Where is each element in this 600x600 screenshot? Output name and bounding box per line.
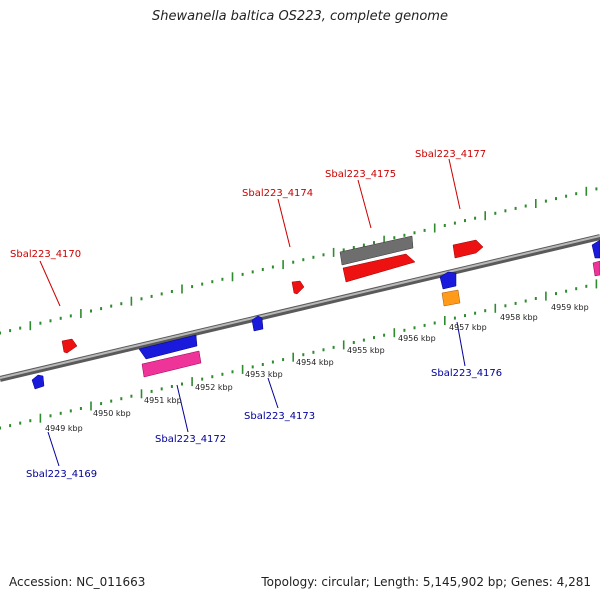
- leader-line-4173: [267, 377, 279, 409]
- genome-title: Shewanella baltica OS223, complete genom…: [152, 9, 448, 24]
- gene-label-sbal223-4176: Sbal223_4176: [431, 368, 502, 379]
- gene-label-sbal223-4175: Sbal223_4175: [325, 169, 396, 180]
- gene-label-sbal223-4172: Sbal223_4172: [155, 434, 226, 445]
- gene-feature-sbal223-4177[interactable]: [452, 239, 484, 259]
- ruler-top: [0, 186, 598, 335]
- gene-label-sbal223-4174: Sbal223_4174: [242, 188, 313, 199]
- gene-label-sbal223-4173: Sbal223_4173: [244, 411, 315, 422]
- gene-feature-sbal223-4175-gray[interactable]: [339, 235, 414, 266]
- leader-line-4177: [448, 158, 461, 210]
- leader-line-4176: [456, 321, 466, 367]
- kbp-tick-label: 4957 kbp: [449, 323, 487, 332]
- gene-feature-sbal223-4176-blue[interactable]: [439, 271, 457, 290]
- leader-line-4172: [176, 384, 189, 433]
- kbp-tick-label: 4950 kbp: [93, 409, 131, 418]
- gene-feature-sbal223-4173[interactable]: [251, 315, 264, 332]
- genome-backbone-highlight: [0, 235, 600, 379]
- leader-line-4169: [47, 431, 60, 467]
- accession-number: Accession: NC_011663: [9, 575, 146, 589]
- gene-feature-sbal223-4176-orange[interactable]: [441, 289, 461, 307]
- ruler-bottom: [0, 279, 598, 430]
- kbp-tick-label: 4951 kbp: [144, 396, 182, 405]
- gene-feature-edge-blue[interactable]: [591, 239, 600, 259]
- gene-feature-sbal223-4169[interactable]: [31, 374, 45, 390]
- gene-feature-sbal223-4172-pink[interactable]: [141, 350, 202, 378]
- gene-feature-sbal223-4172-blue[interactable]: [138, 334, 198, 360]
- kbp-tick-label: 4952 kbp: [195, 383, 233, 392]
- kbp-tick-label: 4954 kbp: [296, 358, 334, 367]
- kbp-tick-label: 4959 kbp: [551, 303, 589, 312]
- genome-stats: Topology: circular; Length: 5,145,902 bp…: [261, 575, 591, 589]
- gene-features: [31, 235, 600, 390]
- gene-label-sbal223-4169: Sbal223_4169: [26, 469, 97, 480]
- kbp-tick-label: 4953 kbp: [245, 370, 283, 379]
- kbp-tick-label: 4958 kbp: [500, 313, 538, 322]
- gene-feature-sbal223-4175-red[interactable]: [342, 253, 416, 283]
- gene-label-sbal223-4177: Sbal223_4177: [415, 149, 486, 160]
- leader-line-4174: [277, 198, 291, 248]
- gene-feature-sbal223-4170[interactable]: [61, 338, 78, 354]
- kbp-tick-label: 4949 kbp: [45, 424, 83, 433]
- gene-feature-sbal223-4174[interactable]: [291, 280, 305, 295]
- gene-feature-edge-pink[interactable]: [592, 260, 600, 277]
- gene-label-sbal223-4170: Sbal223_4170: [10, 249, 81, 260]
- kbp-tick-label: 4955 kbp: [347, 346, 385, 355]
- kbp-tick-label: 4956 kbp: [398, 334, 436, 343]
- leader-line-4170: [39, 260, 61, 307]
- leader-line-4175: [357, 179, 372, 229]
